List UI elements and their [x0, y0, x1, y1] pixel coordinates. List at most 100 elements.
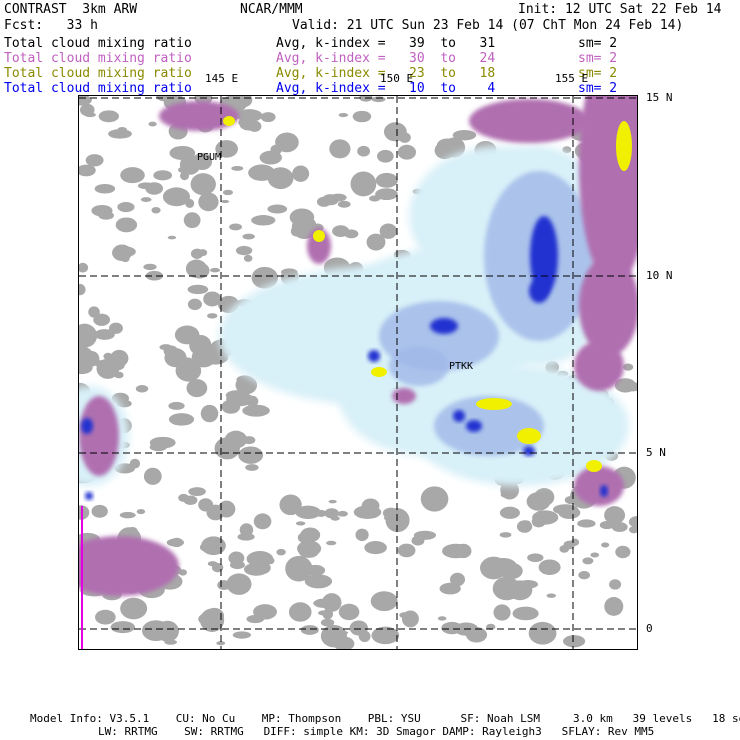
low-cloud-patch — [242, 404, 270, 417]
low-cloud-patch — [251, 215, 276, 226]
low-cloud-patch — [534, 488, 555, 507]
low-cloud-patch — [401, 610, 419, 628]
low-cloud-patch — [397, 144, 417, 160]
low-cloud-patch — [199, 541, 224, 553]
low-cloud-patch — [527, 553, 544, 563]
model-info-line-1: Model Info: V3.5.1 CU: No Cu MP: Thompso… — [30, 712, 740, 725]
low-cloud-patch — [499, 506, 520, 519]
low-cloud-patch — [275, 132, 299, 153]
model-title: CONTRAST 3km ARW — [4, 2, 138, 17]
low-cloud-patch — [159, 344, 173, 351]
low-cloud-patch — [507, 580, 533, 601]
high-cloud-patch — [574, 466, 624, 506]
low-cloud-patch — [190, 173, 216, 196]
low-cloud-patch — [253, 513, 272, 530]
low-cloud-patch — [187, 298, 202, 311]
low-cloud-patch — [326, 540, 337, 546]
low-cloud-patch — [145, 270, 164, 281]
low-cloud-patch — [98, 211, 114, 220]
low-cloud-patch — [221, 399, 241, 414]
low-cloud-patch — [188, 487, 206, 497]
low-cloud-patch — [216, 641, 226, 646]
low-cloud-patch — [449, 572, 466, 587]
high-cloud-patch — [79, 396, 119, 476]
low-cloud-patch — [413, 530, 437, 540]
low-cloud-patch — [267, 204, 288, 214]
low-cloud-patch — [245, 464, 259, 471]
low-cloud-patch — [298, 546, 319, 558]
low-cloud-patch — [297, 531, 315, 544]
low-cloud-patch — [168, 413, 195, 426]
low-cloud-patch — [344, 229, 359, 239]
low-cloud-patch — [499, 532, 512, 538]
lat-label-0: 0 — [646, 622, 653, 635]
low-cloud-patch — [295, 521, 306, 526]
low-cloud-patch — [239, 118, 259, 131]
low-cloud-patch — [217, 580, 231, 591]
low-cloud-patch — [167, 235, 177, 240]
low-cloud-patch — [110, 349, 129, 367]
low-cloud-patch — [187, 284, 209, 295]
low-cloud-patch — [186, 379, 208, 398]
low-cloud-patch — [203, 291, 222, 307]
low-cloud-patch — [91, 504, 108, 518]
low-cloud-patch — [368, 236, 377, 242]
low-cloud-patch — [170, 537, 184, 548]
low-cloud-patch — [143, 263, 157, 271]
low-cloud-patch — [94, 184, 116, 194]
map-canvas — [79, 96, 637, 649]
high-cloud-patch — [392, 388, 416, 404]
low-cloud-patch — [516, 520, 533, 533]
deep-cloud-core — [368, 350, 380, 362]
low-cloud-patch — [85, 154, 104, 167]
deep-cloud-core — [81, 418, 93, 434]
field-name-4: Total cloud mixing ratio — [4, 81, 192, 96]
deep-cloud-core — [453, 410, 465, 422]
low-cloud-patch — [385, 515, 396, 523]
field-sm-1: sm= 2 — [578, 36, 618, 51]
low-cloud-patch — [208, 356, 222, 363]
low-cloud-patch — [242, 233, 255, 240]
low-cloud-patch — [79, 96, 92, 106]
low-cloud-patch — [221, 199, 230, 204]
low-cloud-patch — [437, 616, 447, 621]
low-cloud-patch — [279, 494, 302, 516]
low-cloud-patch — [313, 598, 337, 608]
low-cloud-patch — [243, 254, 253, 262]
low-cloud-patch — [140, 197, 152, 203]
low-cloud-patch — [235, 375, 258, 395]
deep-cloud-core — [430, 318, 458, 334]
low-cloud-patch — [577, 519, 596, 528]
mid-cloud-patch — [476, 398, 512, 410]
low-cloud-patch — [280, 268, 298, 276]
low-cloud-patch — [148, 121, 157, 127]
deep-cloud-core — [600, 485, 608, 497]
mid-cloud-patch — [313, 230, 325, 242]
low-cloud-patch — [337, 200, 351, 208]
deep-cloud-core — [529, 279, 549, 303]
low-cloud-patch — [153, 170, 173, 181]
low-cloud-patch — [295, 505, 321, 520]
low-cloud-patch — [361, 498, 380, 513]
lat-lon-grid — [79, 96, 637, 649]
field-range-3: Avg, k-index = 23 to 18 — [276, 66, 496, 81]
low-cloud-patch — [109, 322, 123, 334]
low-cloud-patch — [337, 510, 348, 517]
low-cloud-patch — [564, 495, 578, 505]
low-cloud-patch — [127, 526, 138, 536]
low-cloud-patch — [489, 558, 518, 576]
low-cloud-patch — [359, 96, 373, 102]
low-cloud-patch — [119, 511, 136, 519]
medium-cloud-patch — [389, 346, 449, 386]
mid-cloud-patch — [616, 121, 632, 171]
high-cloud-patch — [574, 341, 624, 391]
high-cloud-patch — [469, 99, 589, 143]
low-cloud-patch — [120, 597, 148, 620]
mid-cloud-layer — [223, 116, 632, 472]
low-cloud-patch — [563, 540, 575, 550]
low-cloud-patch — [135, 384, 149, 393]
low-cloud-patch — [420, 486, 449, 512]
low-cloud-patch — [338, 112, 349, 118]
field-name-1: Total cloud mixing ratio — [4, 36, 192, 51]
low-cloud-patch — [238, 446, 264, 464]
